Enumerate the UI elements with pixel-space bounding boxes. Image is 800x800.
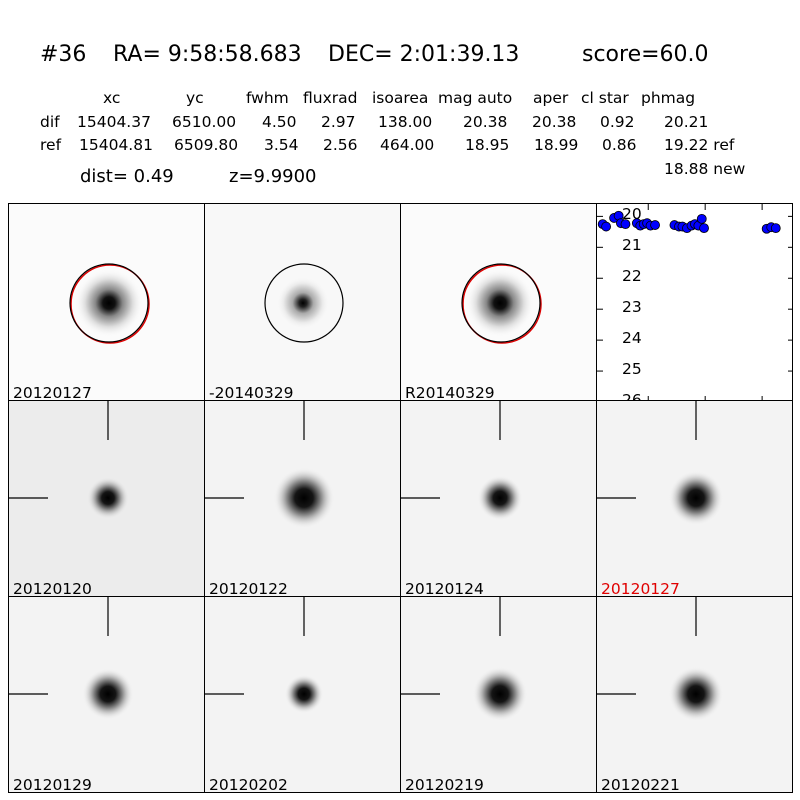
y-tick-label: 25 — [622, 360, 642, 379]
top-panel-0: 20120127 — [8, 203, 205, 401]
ref-cl-star: 0.86 — [602, 136, 637, 154]
star-source — [277, 277, 329, 329]
red-aperture-circle — [70, 264, 150, 344]
col-header-mag-auto: mag auto — [438, 89, 513, 107]
dif-mag-auto: 20.38 — [463, 113, 508, 131]
stamp-image — [205, 597, 400, 792]
star-source — [466, 269, 534, 337]
col-header-isoarea: isoarea — [372, 89, 429, 107]
new-phmag: 18.88 new — [664, 160, 746, 178]
star-source — [477, 475, 523, 521]
ra-value: RA= 9:58:58.683 — [113, 42, 302, 67]
stamp-panel-4: 20120129 — [8, 596, 205, 793]
data-point — [699, 223, 709, 234]
col-header-phmag: phmag — [641, 89, 696, 107]
col-header-fluxrad: fluxrad — [303, 89, 358, 107]
y-tick-label: 23 — [622, 298, 642, 317]
stamp-panel-7: 20120221 — [596, 596, 793, 793]
candidate-id: #36 — [40, 42, 87, 67]
dif-isoarea: 138.00 — [378, 113, 433, 131]
star-source — [87, 477, 129, 519]
red-aperture-circle — [462, 264, 542, 344]
panel-label: 20120129 — [13, 776, 92, 793]
y-tick-label: 21 — [622, 236, 642, 255]
stamp-panel-3: 20120127 — [596, 400, 793, 597]
dif-fluxrad: 2.97 — [321, 113, 356, 131]
star-source — [82, 668, 134, 720]
ref-isoarea: 464.00 — [380, 136, 435, 154]
stamp-image — [401, 597, 596, 792]
panel-label: 20120219 — [405, 776, 484, 793]
data-point — [650, 220, 660, 230]
data-point — [696, 213, 707, 224]
stamp-image — [205, 204, 400, 400]
star-source — [284, 674, 324, 714]
top-panel-2: R20140329 — [400, 203, 597, 401]
y-tick-label: 24 — [622, 329, 642, 348]
stamp-panel-1: 20120122 — [204, 400, 401, 597]
panel-label: 20120221 — [601, 776, 680, 793]
score-value: score=60.0 — [582, 42, 709, 67]
stamp-image — [205, 401, 400, 596]
stamp-image — [401, 401, 596, 596]
panel-label: 20120202 — [209, 776, 288, 793]
light-curve-plot — [596, 203, 793, 401]
dist-value: dist= 0.49 — [80, 166, 174, 187]
ref-fwhm: 3.54 — [264, 136, 299, 154]
col-header-xc: xc — [103, 89, 121, 107]
panel-label: 20120120 — [13, 580, 92, 597]
stamp-image — [597, 597, 792, 792]
star-source — [472, 666, 528, 722]
star-source — [75, 269, 143, 337]
z-value: z=9.9900 — [229, 166, 317, 187]
black-aperture-circle — [264, 263, 344, 343]
y-tick-label: 22 — [622, 267, 642, 286]
stamp-panel-5: 20120202 — [204, 596, 401, 793]
ref-yc: 6509.80 — [174, 136, 239, 154]
panel-label: R20140329 — [405, 384, 495, 401]
light-curve-svg — [597, 204, 792, 400]
panel-label: 20120127 — [601, 580, 680, 597]
dif-xc: 15404.37 — [77, 113, 151, 131]
panel-label: 20120122 — [209, 580, 288, 597]
dif-fwhm: 4.50 — [262, 113, 297, 131]
dif-aper: 20.38 — [532, 113, 577, 131]
stamp-image — [9, 597, 204, 792]
stamp-image — [9, 204, 204, 400]
data-point — [770, 223, 781, 234]
star-source — [668, 666, 724, 722]
ref-fluxrad: 2.56 — [323, 136, 358, 154]
stamp-image — [597, 401, 792, 596]
dec-value: DEC= 2:01:39.13 — [328, 42, 520, 67]
black-aperture-circle — [461, 263, 541, 343]
ref-mag-auto: 18.95 — [465, 136, 510, 154]
col-header-cl-star: cl star — [581, 89, 629, 107]
dif-cl-star: 0.92 — [600, 113, 635, 131]
row-label-dif: dif — [40, 113, 60, 131]
stamp-panel-6: 20120219 — [400, 596, 597, 793]
ref-phmag: 19.22 ref — [664, 136, 735, 154]
data-point — [601, 221, 612, 232]
data-point — [620, 219, 631, 230]
col-header-fwhm: fwhm — [246, 89, 289, 107]
col-header-yc: yc — [186, 89, 204, 107]
row-label-ref: ref — [40, 136, 62, 154]
star-source — [668, 470, 724, 526]
ref-aper: 18.99 — [534, 136, 579, 154]
stamp-image — [401, 204, 596, 400]
stamp-image — [9, 401, 204, 596]
col-header-aper: aper — [533, 89, 569, 107]
dif-phmag: 20.21 — [664, 113, 709, 131]
stamp-panel-2: 20120124 — [400, 400, 597, 597]
black-aperture-circle — [69, 263, 149, 343]
panel-label: 20120124 — [405, 580, 484, 597]
stamp-panel-0: 20120120 — [8, 400, 205, 597]
panel-label: 20120127 — [13, 384, 92, 401]
top-panel-1: -20140329 — [204, 203, 401, 401]
star-source — [273, 467, 335, 529]
dif-yc: 6510.00 — [172, 113, 237, 131]
y-tick-label: 20 — [622, 205, 642, 224]
panel-label: -20140329 — [209, 384, 294, 401]
ref-xc: 15404.81 — [79, 136, 153, 154]
